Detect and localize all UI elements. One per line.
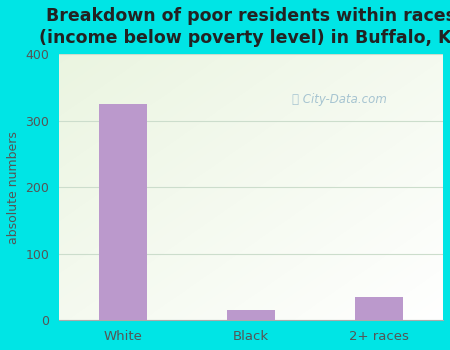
Y-axis label: absolute numbers: absolute numbers (7, 131, 20, 244)
Bar (227, 310, 275, 320)
Title: Breakdown of poor residents within races
(income below poverty level) in Buffalo: Breakdown of poor residents within races… (39, 7, 450, 47)
Bar (99, 104, 148, 320)
Bar (355, 297, 403, 320)
Text: ⓘ City-Data.com: ⓘ City-Data.com (292, 93, 387, 106)
